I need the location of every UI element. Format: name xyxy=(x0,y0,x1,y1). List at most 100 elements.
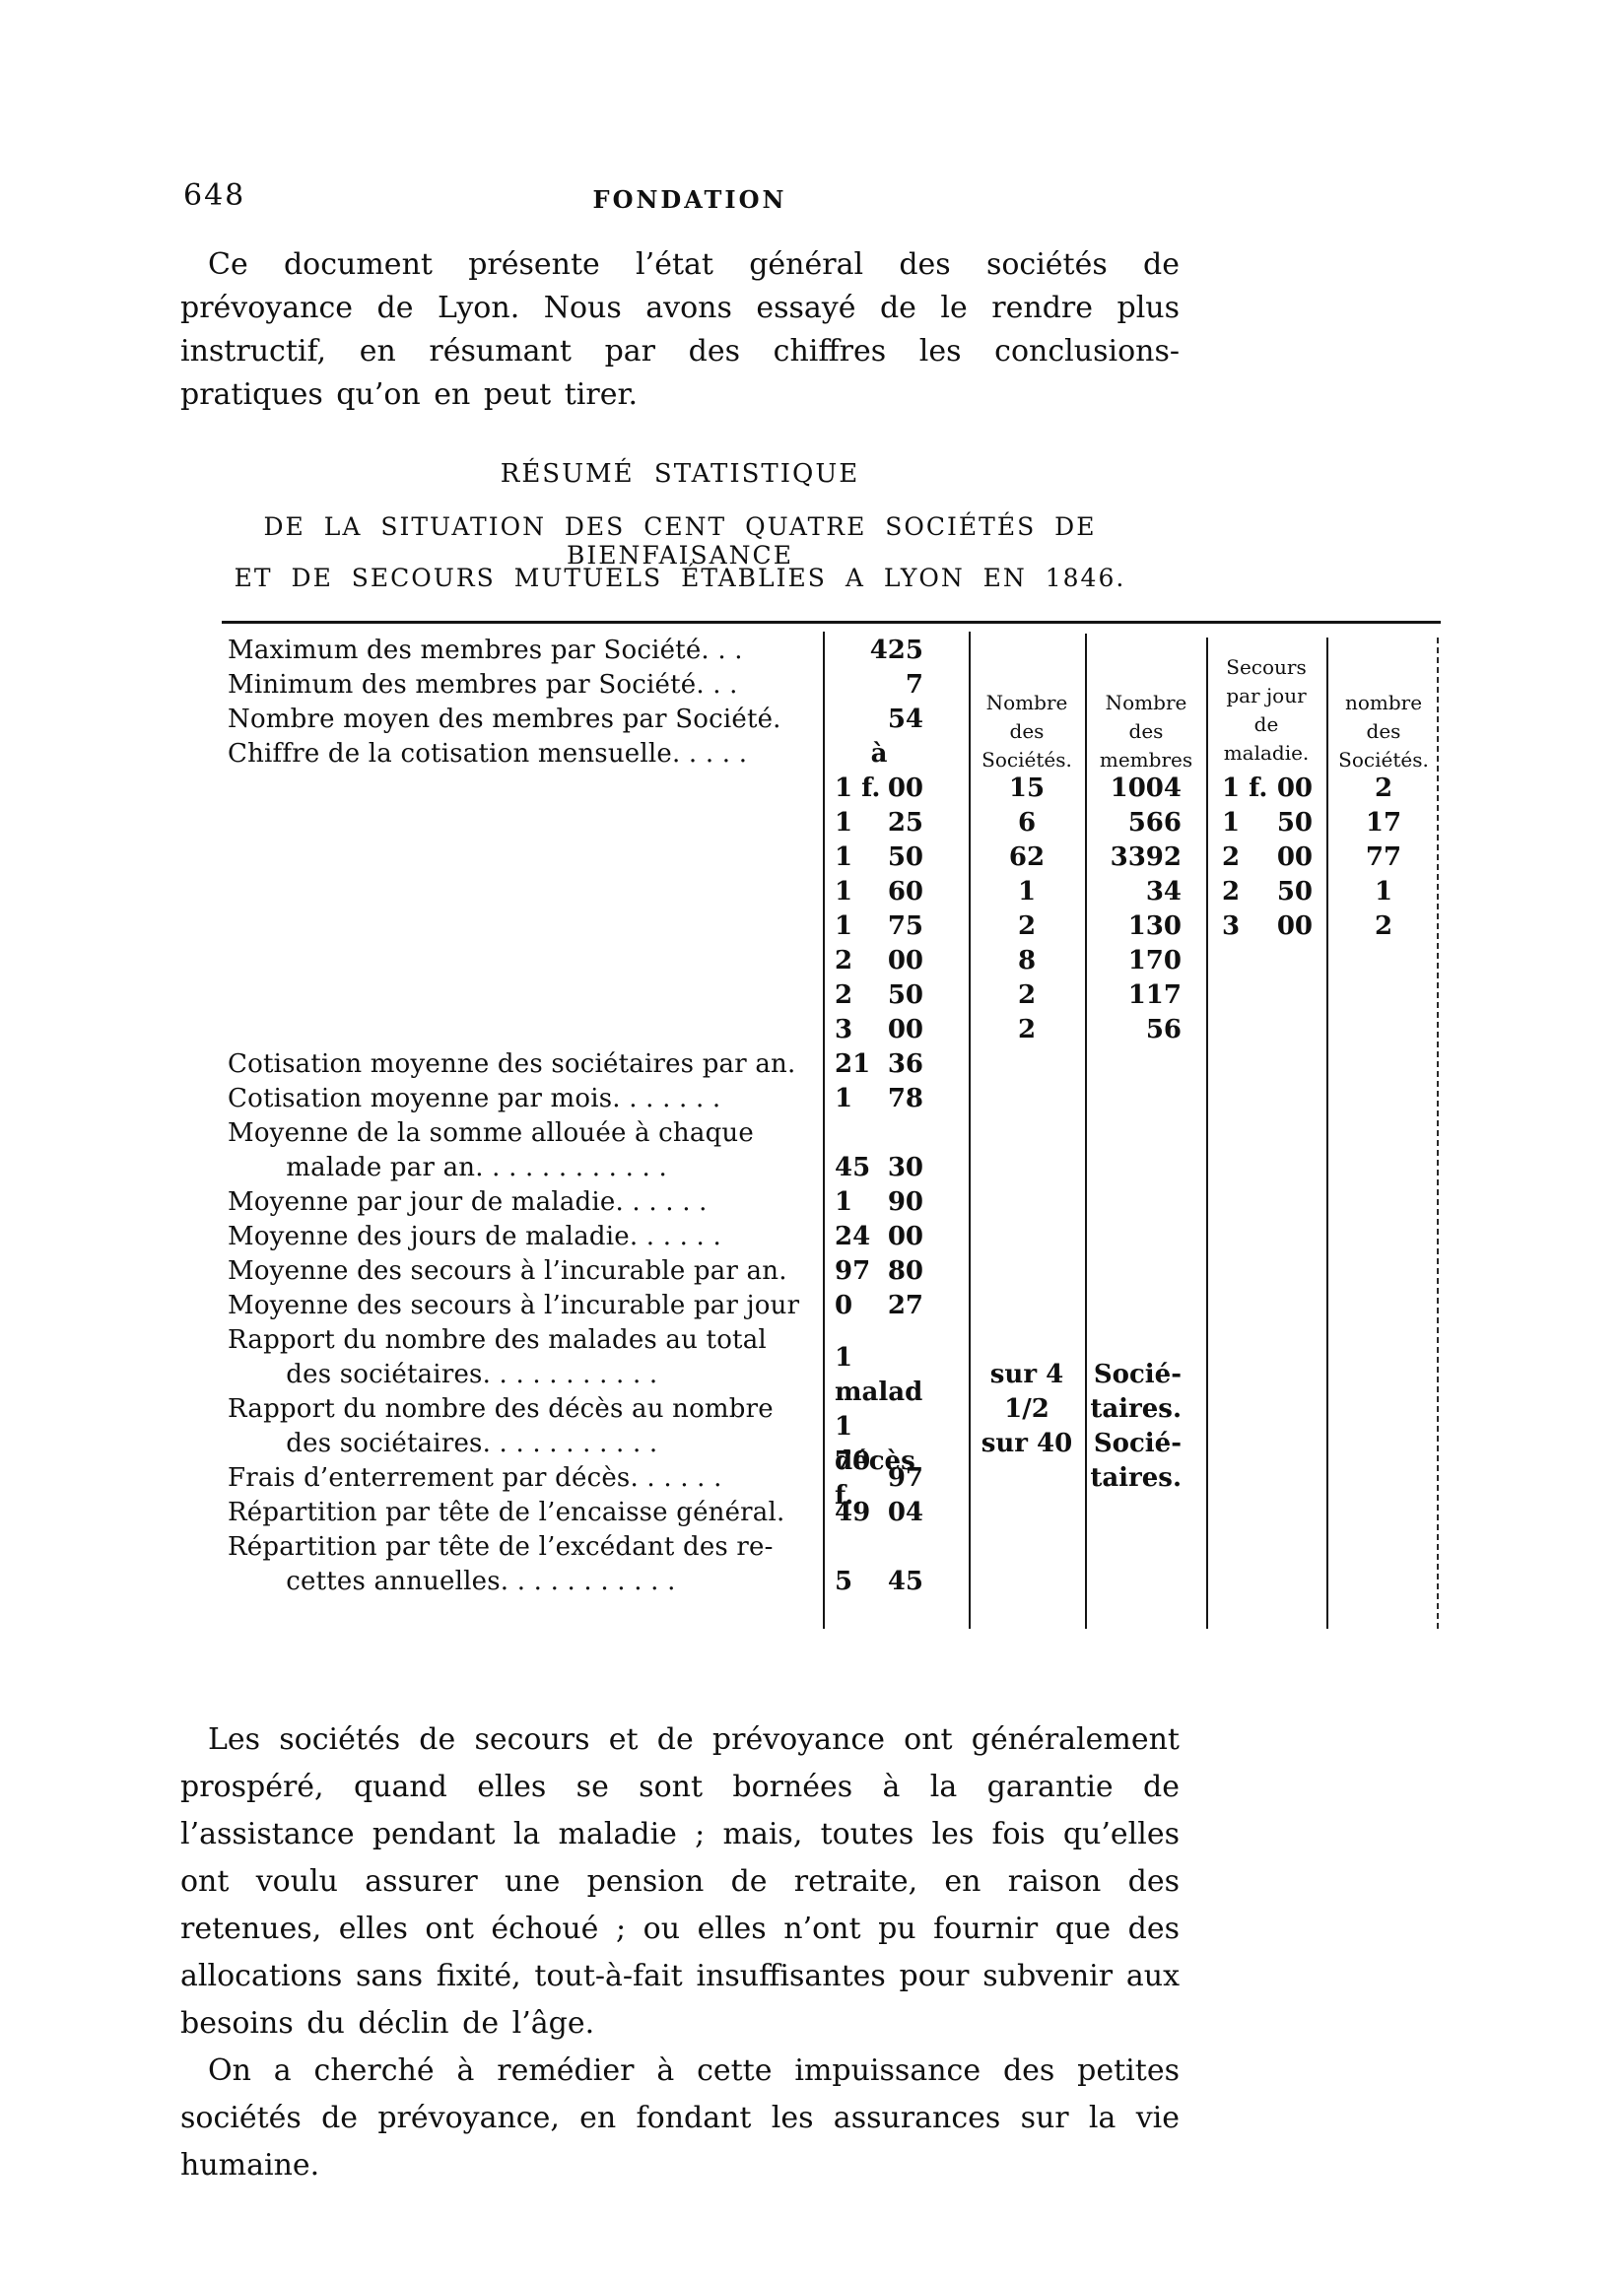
secours-cell: 3 00 xyxy=(1208,909,1324,944)
societes-cell xyxy=(971,737,1083,772)
nombre-cell: 1 xyxy=(1374,877,1393,907)
table-label-line: Frais d’enterrement par décès. . . . . . xyxy=(228,1463,722,1493)
table-value-cell: 3 00 xyxy=(825,1013,967,1047)
value-centimes: 36 xyxy=(887,1049,923,1079)
table-value-cell: 1 25 xyxy=(825,806,967,840)
value-centimes: 04 xyxy=(887,1498,923,1527)
societes-cell: 2 xyxy=(1017,1015,1037,1044)
value-francs: 45 xyxy=(835,1153,871,1182)
table-label-line: Moyenne par jour de maladie. . . . . . xyxy=(228,1187,708,1217)
value-text: 1 décès xyxy=(835,1411,915,1476)
table-value-column: 425 7 54 à 1 f. 00 1 25 xyxy=(825,634,967,1599)
membres-cell xyxy=(1087,1082,1205,1116)
societes-cell: 62 xyxy=(1008,842,1046,872)
table-value-cell xyxy=(825,1116,967,1151)
table-label-line: Nombre moyen des membres par Société. xyxy=(228,705,781,734)
value-centimes: 00 xyxy=(887,773,924,803)
value-francs: 21 xyxy=(835,1049,871,1079)
value-francs: 1 xyxy=(835,808,853,838)
societes-cell xyxy=(971,668,1083,703)
table-value-cell: 45 30 xyxy=(825,1151,967,1185)
table-label-line: Cotisation moyenne des sociétaires par a… xyxy=(228,1049,796,1079)
societes-cell: sur 40 xyxy=(981,1429,1073,1458)
table-label-line xyxy=(228,806,817,840)
table-label-line xyxy=(228,772,817,806)
value-francs: 2 xyxy=(835,946,853,975)
value-centimes: 60 xyxy=(887,877,923,907)
table-societes-column: 15 6 62 1 2 8 2 2 xyxy=(971,634,1083,1461)
societes-cell: sur 4 1/2 xyxy=(989,1360,1073,1424)
table-label-line xyxy=(228,875,817,909)
table-value-cell: 2 50 xyxy=(825,978,967,1013)
value-francs: 1 xyxy=(835,842,853,872)
secours-centimes: 50 xyxy=(1276,877,1313,907)
table-label-line: Chiffre de la cotisation mensuelle. . . … xyxy=(228,739,748,769)
statistics-table: Nombre des Sociétés. Nombre des membres … xyxy=(222,621,1441,1643)
secours-centimes: 00 xyxy=(1276,773,1313,803)
table-value-cell: 1 50 xyxy=(825,840,967,875)
value-francs: 1 f. xyxy=(835,773,881,803)
membres-cell xyxy=(1087,668,1205,703)
value-centimes: 75 xyxy=(887,911,923,941)
membres-cell xyxy=(1087,1116,1205,1151)
table-value-cell xyxy=(825,1530,967,1565)
value-francs: 2 xyxy=(835,980,853,1010)
table-value-cell: 21 36 xyxy=(825,1047,967,1082)
table-label-line xyxy=(228,909,817,944)
secours-cell xyxy=(1208,634,1324,668)
membres-cell xyxy=(1087,1047,1205,1082)
table-value-cell: 24 00 xyxy=(825,1220,967,1254)
table-title-line-3: ET DE SECOURS MUTUELS ÉTABLIES A LYON EN… xyxy=(234,564,1126,592)
table-vertical-rule xyxy=(1085,634,1087,1629)
societes-cell xyxy=(971,703,1083,737)
value-francs: 1 xyxy=(835,1187,853,1217)
value-centimes: 425 xyxy=(869,636,923,665)
societes-cell xyxy=(971,1151,1083,1185)
table-vertical-rule xyxy=(1437,638,1439,1629)
table-membres-column: 1004 566 3392 34 130 170 117 56 xyxy=(1087,634,1205,1496)
closing-paragraph-1: Les sociétés de secours et de prévoyance… xyxy=(180,1722,1180,2041)
table-title-line-1: RÉSUMÉ STATISTIQUE xyxy=(500,459,860,489)
table-vertical-rule xyxy=(1206,638,1208,1629)
table-label-line xyxy=(228,978,817,1013)
value-centimes: 50 xyxy=(887,842,923,872)
value-centimes: 7 xyxy=(905,670,923,700)
secours-francs: 2 xyxy=(1222,877,1241,907)
membres-cell: 170 xyxy=(1127,946,1182,975)
value-centimes: 97 xyxy=(887,1463,923,1493)
societes-cell xyxy=(971,1220,1083,1254)
secours-francs: 1 f. xyxy=(1222,773,1268,803)
running-title: FONDATION xyxy=(592,185,787,214)
membres-cell xyxy=(1087,634,1205,668)
nombre-cell xyxy=(1328,668,1439,703)
value-center: à xyxy=(870,739,888,769)
societes-cell: 15 xyxy=(1008,773,1046,803)
table-vertical-rule xyxy=(1326,638,1328,1629)
table-nombre-column: 2 17 77 1 2 xyxy=(1328,634,1439,944)
value-centimes: 45 xyxy=(887,1567,923,1596)
table-label-line: Minimum des membres par Société. . . xyxy=(228,670,738,700)
table-label-line: Moyenne des secours à l’incurable par an… xyxy=(228,1256,787,1286)
membres-cell xyxy=(1087,1151,1205,1185)
table-value-cell: 7 xyxy=(825,668,967,703)
secours-cell xyxy=(1208,737,1324,772)
membres-cell: Socié- xyxy=(1093,1360,1182,1389)
table-value-cell: 0 27 xyxy=(825,1289,967,1323)
value-centimes: 00 xyxy=(887,946,923,975)
membres-cell: taires. xyxy=(1090,1463,1182,1493)
value-centimes: 30 xyxy=(887,1153,923,1182)
membres-cell: 56 xyxy=(1145,1015,1182,1044)
nombre-cell xyxy=(1328,737,1439,772)
societes-cell: 6 xyxy=(1017,808,1037,838)
value-centimes: 50 xyxy=(887,980,923,1010)
membres-cell: Socié- xyxy=(1093,1429,1182,1458)
table-vertical-rule xyxy=(823,632,825,1629)
societes-cell xyxy=(971,1082,1083,1116)
secours-centimes: 00 xyxy=(1276,911,1313,941)
societes-cell xyxy=(971,1392,1083,1427)
table-value-cell: à xyxy=(825,737,967,772)
value-francs: 49 xyxy=(835,1498,871,1527)
table-label-line: des sociétaires. . . . . . . . . . . xyxy=(228,1429,658,1458)
value-francs: 1 xyxy=(835,1084,853,1113)
membres-cell xyxy=(1087,1220,1205,1254)
